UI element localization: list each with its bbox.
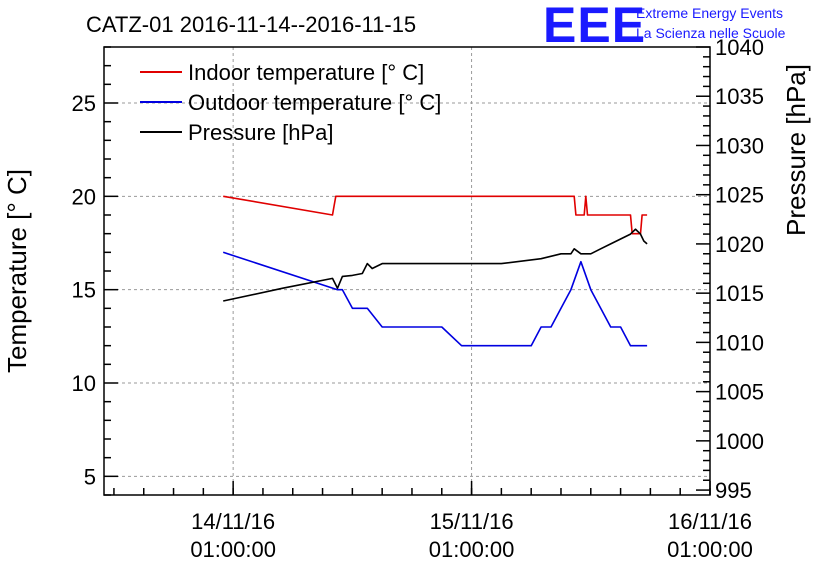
right-tick-label: 1025 — [715, 183, 764, 208]
logo-line-1: Extreme Energy Events — [636, 5, 783, 21]
right-tick-label: 1030 — [715, 133, 764, 158]
bottom-tick-label-time: 01:00:00 — [667, 537, 753, 562]
bottom-tick-label-time: 01:00:00 — [190, 537, 276, 562]
left-axis-title: Temperature [° C] — [2, 169, 32, 373]
right-tick-label: 1015 — [715, 281, 764, 306]
right-tick-label: 995 — [715, 478, 752, 503]
chart-title: CATZ-01 2016-11-14--2016-11-15 — [86, 12, 416, 37]
right-tick-label: 1040 — [715, 35, 764, 60]
right-axis-title: Pressure [hPa] — [781, 64, 811, 236]
right-tick-label: 1000 — [715, 429, 764, 454]
outdoor-temperature-line — [222, 251, 648, 347]
right-tick-label: 1035 — [715, 84, 764, 109]
left-tick-label: 10 — [72, 371, 96, 396]
indoor-temperature-line — [223, 195, 648, 235]
left-tick-label: 15 — [72, 278, 96, 303]
logo-mark: EEE — [543, 0, 646, 53]
right-tick-label: 1020 — [715, 232, 764, 257]
legend: Indoor temperature [° C] Outdoor tempera… — [140, 60, 441, 145]
bottom-tick-label-date: 16/11/16 — [668, 509, 752, 534]
right-tick-label: 1005 — [715, 380, 764, 405]
left-tick-label: 25 — [72, 91, 96, 116]
legend-label-indoor: Indoor temperature [° C] — [188, 60, 424, 85]
legend-label-pressure: Pressure [hPa] — [188, 120, 334, 145]
bottom-tick-label-date: 14/11/16 — [191, 509, 275, 534]
pressure-line — [223, 228, 648, 302]
series-lines — [222, 195, 648, 347]
left-tick-label: 20 — [72, 184, 96, 209]
bottom-tick-label-time: 01:00:00 — [429, 537, 515, 562]
legend-label-outdoor: Outdoor temperature [° C] — [188, 90, 441, 115]
bottom-tick-label-date: 15/11/16 — [430, 509, 514, 534]
right-axis: 995 1000 1005 1010 1015 1020 1025 1030 1035 1040 — [696, 35, 764, 503]
left-axis: 5 10 15 20 25 — [72, 46, 118, 496]
right-tick-label: 1010 — [715, 330, 764, 355]
eee-logo: EEE Extreme Energy Events La Scienza nel… — [543, 0, 786, 53]
logo-line-2: La Scienza nelle Scuole — [636, 25, 786, 41]
left-tick-label: 5 — [84, 464, 96, 489]
bottom-axis: 14/11/16 01:00:00 15/11/16 01:00:00 16/11/16… — [113, 481, 753, 562]
